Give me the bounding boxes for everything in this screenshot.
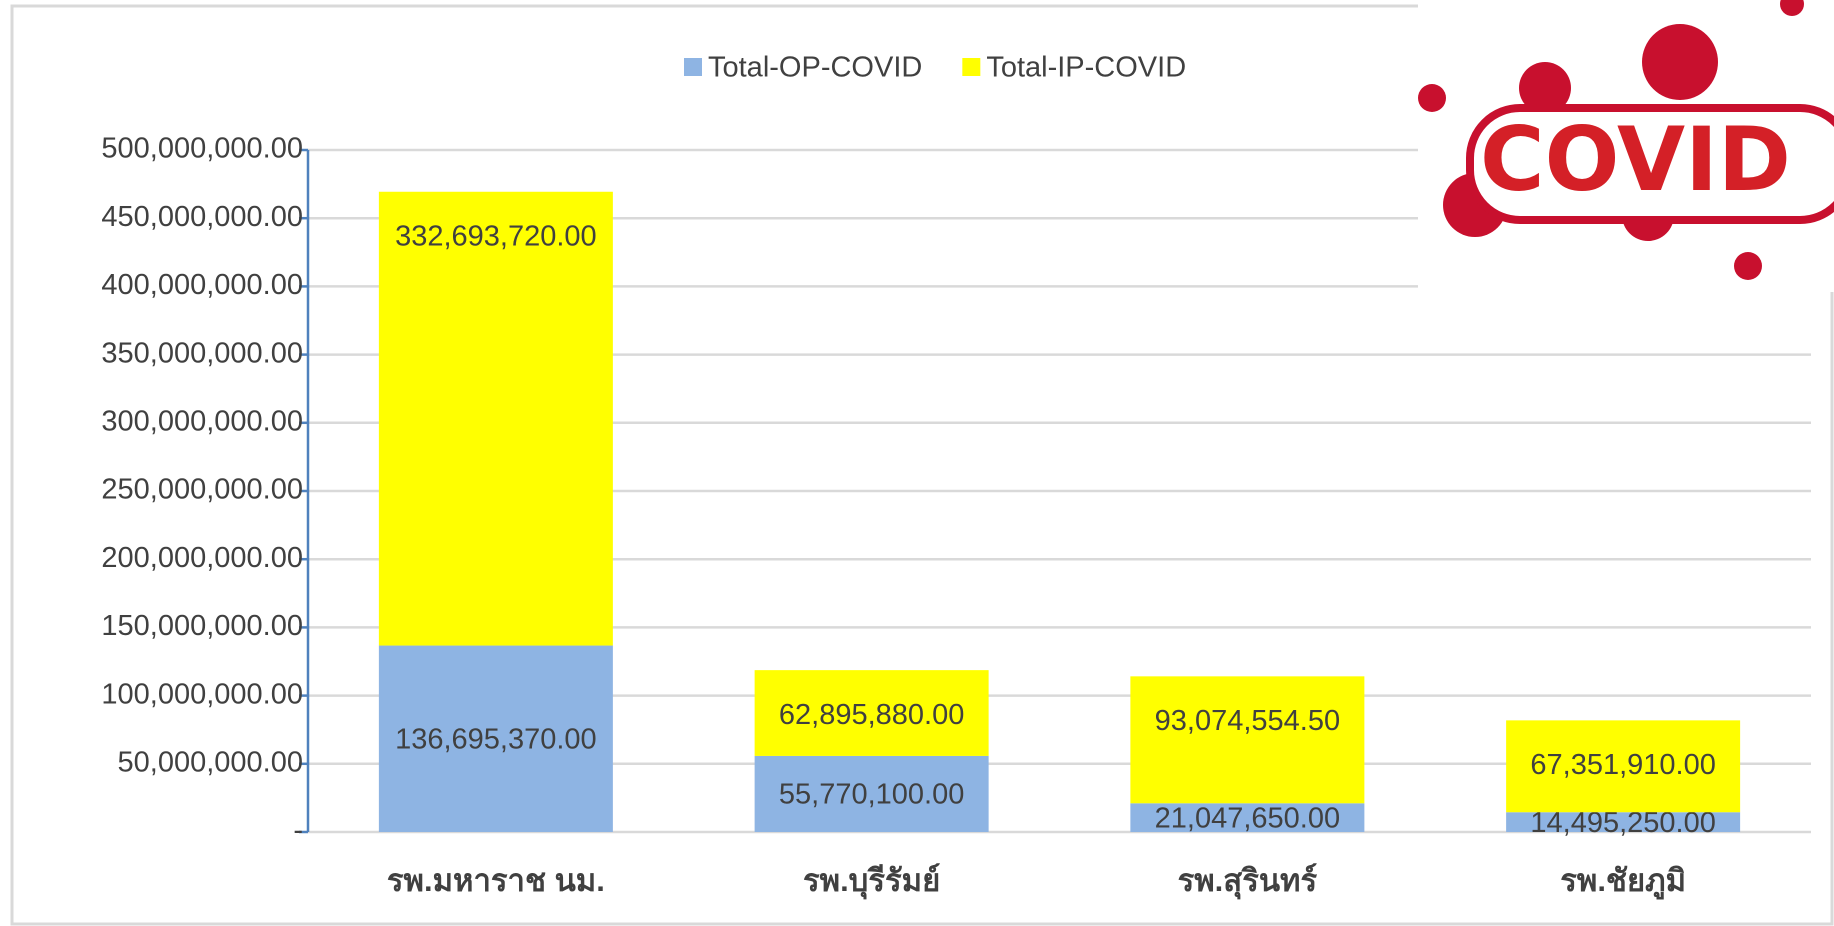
bar-segment	[379, 192, 613, 646]
x-tick-label: รพ.มหาราช นม.	[387, 863, 605, 898]
legend-swatch	[684, 58, 702, 76]
y-tick-label: 150,000,000.00	[101, 610, 303, 642]
x-tick-label: รพ.ชัยภูมิ	[1560, 863, 1686, 900]
virus	[1642, 24, 1718, 100]
y-tick-label: 400,000,000.00	[101, 269, 303, 301]
bar-segment	[1130, 676, 1364, 803]
value-label: 93,074,554.50	[1155, 705, 1340, 737]
value-label: 55,770,100.00	[779, 779, 964, 811]
virus	[1734, 252, 1762, 280]
y-tick-label: 50,000,000.00	[118, 746, 303, 778]
y-tick-label: 350,000,000.00	[101, 337, 303, 369]
value-label: 67,351,910.00	[1530, 749, 1715, 781]
value-label: 21,047,650.00	[1155, 802, 1340, 834]
y-tick-label: 100,000,000.00	[101, 678, 303, 710]
covid-logo: COVID	[1418, 0, 1834, 292]
y-tick-label: 300,000,000.00	[101, 405, 303, 437]
y-tick-label: -	[293, 815, 303, 847]
legend-label: Total-OP-COVID	[708, 52, 922, 84]
page: - 50,000,000.00 100,000,000.00 150,000,000.…	[0, 0, 1834, 926]
value-label: 136,695,370.00	[395, 723, 597, 755]
legend-label: Total-IP-COVID	[986, 52, 1186, 84]
legend-swatch	[962, 58, 980, 76]
chart: - 50,000,000.00 100,000,000.00 150,000,000.…	[0, 0, 1834, 926]
y-tick-label: 450,000,000.00	[101, 201, 303, 233]
y-tick-label: 250,000,000.00	[101, 474, 303, 506]
value-label: 332,693,720.00	[395, 220, 597, 252]
y-tick-label: 500,000,000.00	[101, 133, 303, 165]
value-label: 62,895,880.00	[779, 699, 964, 731]
logo-text: COVID	[1480, 108, 1791, 211]
x-tick-label: รพ.บุรีรัมย์	[803, 863, 940, 900]
y-tick-label: 200,000,000.00	[101, 542, 303, 574]
x-tick-label: รพ.สุรินทร์	[1178, 863, 1318, 900]
virus	[1418, 84, 1446, 112]
